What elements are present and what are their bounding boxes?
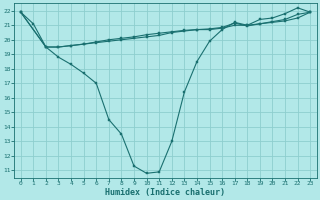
X-axis label: Humidex (Indice chaleur): Humidex (Indice chaleur) <box>106 188 226 197</box>
